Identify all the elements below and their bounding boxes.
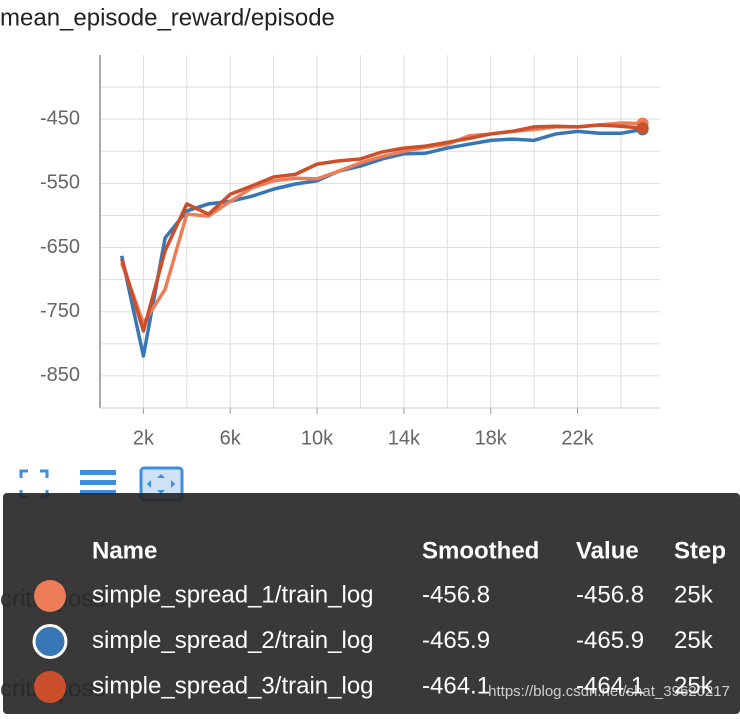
x-tick-label: 10k	[301, 427, 334, 449]
x-tick-label: 14k	[388, 427, 421, 449]
series-line	[120, 123, 643, 333]
series-swatch	[34, 580, 66, 612]
tooltip-smoothed: -465.9	[422, 627, 490, 654]
tooltip-box	[3, 493, 740, 714]
column-header: Smoothed	[422, 537, 539, 564]
tooltip-value: -456.8	[576, 581, 644, 608]
x-tick-label: 6k	[220, 427, 242, 449]
last-point	[636, 122, 649, 135]
series-swatch	[32, 624, 68, 659]
tooltip-value: -464.1	[576, 672, 644, 699]
x-tick-label: 22k	[561, 427, 594, 449]
tooltip: Name Smoothed Value Step simple_spread_1/tra…	[32, 537, 726, 703]
tooltip-smoothed: -464.1	[422, 672, 490, 699]
toolbar	[19, 466, 184, 502]
series-swatch	[34, 671, 66, 703]
series-line	[119, 127, 643, 358]
column-header: Value	[576, 537, 639, 564]
y-tick-label: -850	[40, 364, 80, 386]
tooltip-step: 25k	[674, 581, 714, 608]
tooltip-step: 25k	[674, 627, 714, 654]
series-name: simple_spread_1/train_log	[92, 581, 374, 608]
chart-title: mean_episode_reward/episode	[0, 4, 335, 31]
tooltip-value: -465.9	[576, 627, 644, 654]
series-name: simple_spread_3/train_log	[92, 672, 374, 699]
tooltip-step: 25k	[674, 672, 714, 699]
fit-icon[interactable]	[139, 466, 184, 502]
list-icon[interactable]	[80, 470, 116, 495]
watermark: https://blog.csdn.net/shat_39620217	[488, 683, 730, 700]
x-tick-label: 2k	[133, 427, 155, 449]
y-tick-label: -450	[40, 107, 80, 129]
series-name: simple_spread_2/train_log	[92, 627, 374, 654]
tooltip-smoothed: -456.8	[422, 581, 490, 608]
y-tick-label: -650	[40, 236, 80, 258]
plot-area: -450 -550 -650 -750 -850 2k 6k 10k 14k 18k 22k	[40, 55, 660, 449]
x-tick-label: 18k	[475, 427, 508, 449]
column-header: Step	[674, 537, 726, 564]
fullscreen-icon[interactable]	[19, 469, 49, 499]
column-header: Name	[92, 537, 157, 564]
y-tick-label: -750	[40, 300, 80, 322]
y-tick-label: -550	[40, 172, 80, 194]
